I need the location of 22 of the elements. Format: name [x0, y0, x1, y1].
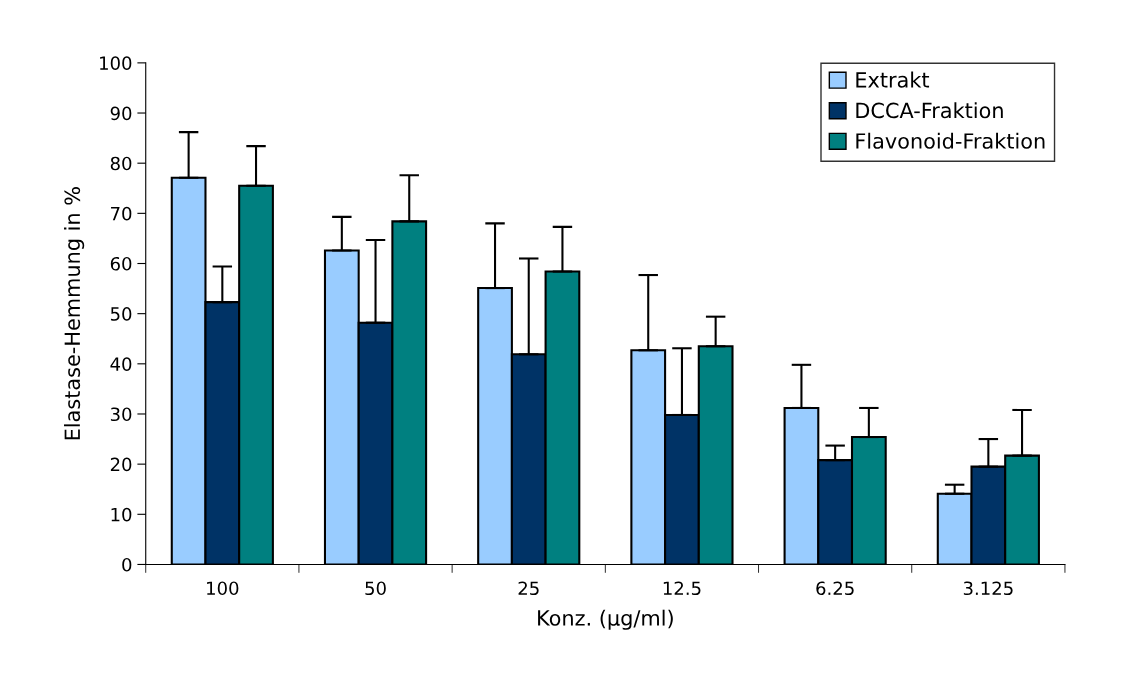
y-tick-label: 100 [100, 56, 132, 70]
x-tick-label: 50 [365, 581, 386, 596]
y-tick-label: 50 [110, 307, 132, 321]
y-axis-title: Elastase-Hemmung in % [64, 187, 85, 440]
y-tick-label: 80 [110, 156, 132, 171]
legend-label: DCCA-Fraktion [856, 102, 1003, 119]
x-tick-label: 3.125 [963, 581, 1013, 596]
y-tick-label: 0 [122, 557, 132, 572]
legend-label: Flavonoid-Fraktion [856, 132, 1045, 149]
y-tick-label: 20 [110, 457, 132, 472]
x-axis-title: Konz. (µg/ml) [538, 609, 673, 630]
legend-label: Extrakt [856, 71, 930, 88]
y-tick-label: 90 [110, 106, 132, 121]
x-tick-label: 100 [207, 581, 239, 596]
y-tick-label: 30 [110, 407, 132, 422]
y-tick-label: 70 [111, 206, 132, 221]
x-tick-label: 25 [518, 581, 539, 596]
y-tick-label: 60 [110, 256, 132, 271]
y-tick-label: 10 [111, 507, 132, 522]
x-tick-label: 6.25 [816, 581, 854, 596]
y-tick-label: 40 [110, 357, 132, 371]
x-tick-label: 12.5 [663, 581, 701, 596]
